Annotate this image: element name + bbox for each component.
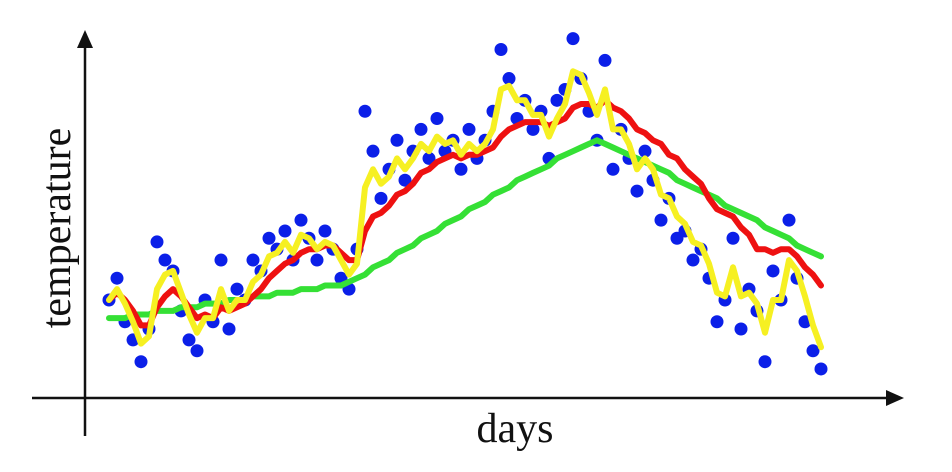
data-point [654,213,668,227]
data-point [214,253,228,267]
data-point [158,253,172,267]
data-point [374,191,388,205]
data-point [638,144,652,158]
data-point [686,253,700,267]
data-point [766,264,780,278]
data-point [598,53,612,67]
x-axis-label: days [477,406,554,452]
data-point [150,235,164,249]
data-point [806,344,820,358]
data-point [134,355,148,369]
data-point [310,253,324,267]
data-point [110,271,124,285]
data-point [182,333,196,347]
data-point [430,111,444,125]
data-point [734,322,748,336]
data-point [222,322,236,336]
x-axis-arrow [886,390,904,406]
data-point [278,224,292,238]
data-point [606,162,620,176]
data-point [502,72,516,86]
data-point [566,32,580,46]
data-point [422,151,436,165]
data-point [630,184,644,198]
data-point [190,344,204,358]
data-point [294,213,308,227]
data-point [782,213,796,227]
y-axis-arrow [77,30,93,48]
data-point [390,133,404,147]
data-point [814,362,828,376]
data-point [550,93,564,107]
data-point [710,315,724,329]
data-point [758,355,772,369]
data-point [262,231,276,245]
data-point [358,104,372,118]
data-point [318,224,332,238]
data-point [462,122,476,136]
data-point [230,282,244,296]
y-axis-label: temperature [34,128,80,329]
data-point [454,162,468,176]
data-point [414,122,428,136]
smoothed-line [106,68,824,351]
data-point [398,173,412,187]
data-point [494,43,508,57]
data-point [246,253,260,267]
data-point [526,122,540,136]
data-point [366,144,380,158]
data-point [726,231,740,245]
